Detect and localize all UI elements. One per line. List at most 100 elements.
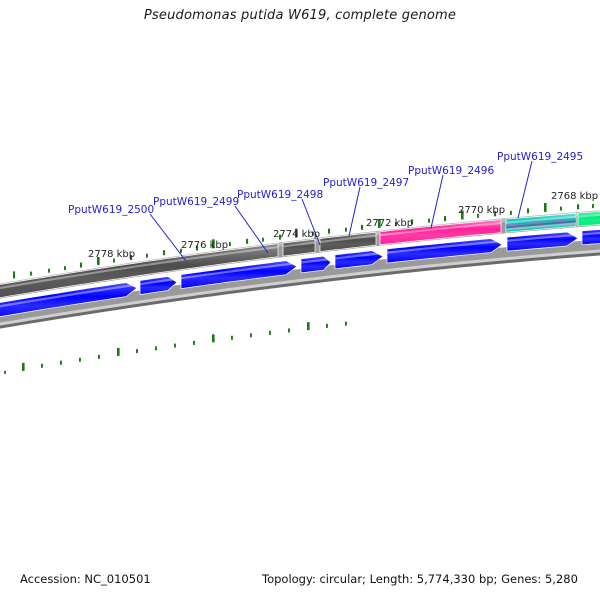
tick-upper-2 [48, 268, 50, 273]
gene-label-pputw619-2495[interactable]: PputW619_2495 [497, 151, 584, 163]
tick-upper-22 [378, 218, 381, 228]
tick-lower-13 [250, 333, 252, 338]
tick-upper-3 [64, 266, 66, 271]
tick-upper-4 [80, 262, 83, 268]
tick-upper-15 [262, 237, 264, 242]
tick-lower-17 [326, 323, 328, 328]
gene-arrow-blue-1-highlight [0, 283, 137, 308]
tick-upper-17 [295, 228, 298, 238]
gene-arrow-blue-2[interactable] [139, 276, 178, 295]
tick-lower-16 [307, 322, 310, 331]
tick-upper-10 [180, 248, 182, 253]
teal-stripe-2 [506, 222, 576, 231]
gene-label-pputw619-2500[interactable]: PputW619_2500 [68, 204, 155, 216]
tick-upper-31 [527, 208, 530, 214]
feature-green-1[interactable] [577, 210, 600, 227]
kbp-label-2776: 2776 kbp [181, 240, 229, 251]
tick-lower-11 [212, 334, 215, 343]
gc-skew-ticks-upper [13, 202, 594, 279]
tick-upper-20 [345, 227, 347, 232]
tick-upper-27 [461, 210, 464, 220]
tick-lower-7 [136, 349, 138, 354]
label-leader-lines [149, 160, 533, 262]
forward-strand-features [0, 210, 600, 301]
kbp-label-2774: 2774 kbp [273, 229, 321, 240]
gene-arrow-blue-8-highlight [582, 232, 600, 236]
gene-label-pputw619-2499[interactable]: PputW619_2499 [153, 196, 240, 208]
gene-arrow-blue-6[interactable] [386, 238, 503, 264]
tick-lower-1 [22, 362, 25, 371]
feature-gray-1-highlight [0, 246, 278, 290]
feature-pink-1-highlight [380, 222, 501, 237]
tick-lower-10 [193, 340, 195, 345]
gene-arrow-blue-7[interactable] [506, 231, 579, 252]
tick-upper-35 [592, 204, 594, 209]
gene-label-pputw619-2499-leader [234, 205, 269, 254]
accession-text: Accession: NC_010501 [20, 572, 151, 586]
tick-upper-12 [212, 239, 215, 249]
feature-gray-3[interactable] [319, 231, 377, 252]
tick-upper-21 [361, 224, 364, 230]
kbp-label-2768: 2768 kbp [551, 191, 599, 202]
tick-upper-18 [312, 231, 314, 236]
tick-upper-1 [30, 271, 32, 276]
gene-arrow-blue-5-highlight [335, 251, 383, 260]
tick-lower-15 [288, 328, 290, 333]
gene-arrow-blue-1[interactable] [0, 282, 138, 320]
gene-label-pputw619-2498-leader [301, 198, 321, 246]
feature-gray-2[interactable] [282, 238, 316, 257]
gene-label-pputw619-2496[interactable]: PputW619_2496 [408, 165, 495, 177]
tick-upper-0 [13, 271, 16, 279]
gene-label-pputw619-2498[interactable]: PputW619_2498 [237, 189, 324, 201]
feature-teal-1-highlight [506, 215, 576, 224]
tick-lower-2 [41, 363, 43, 368]
gc-skew-ticks-lower [4, 321, 347, 374]
kbp-label-2778: 2778 kbp [88, 249, 136, 260]
tick-lower-12 [231, 335, 233, 340]
tick-upper-34 [577, 204, 580, 210]
tick-lower-3 [60, 360, 62, 365]
tick-lower-4 [79, 357, 81, 362]
tick-lower-5 [98, 354, 100, 359]
feature-green-1-highlight [578, 213, 600, 218]
tick-upper-13 [229, 242, 231, 247]
kbp-label-2770: 2770 kbp [458, 205, 506, 216]
tick-upper-19 [328, 228, 331, 234]
reverse-strand-features [0, 229, 600, 320]
gene-arrow-blue-2-highlight [140, 277, 177, 286]
tick-lower-6 [117, 347, 120, 356]
feature-gray-2-highlight [283, 241, 315, 248]
gene-arrow-blue-7-highlight [507, 233, 578, 242]
tick-lower-0 [4, 370, 6, 374]
kbp-label-2772: 2772 kbp [366, 218, 414, 229]
gene-arrow-blue-3[interactable] [180, 260, 298, 289]
feature-gray-1[interactable] [0, 243, 279, 301]
gene-arrow-blue-8[interactable] [581, 229, 600, 246]
tick-upper-25 [428, 218, 430, 223]
gene-label-pputw619-2496-leader [430, 174, 444, 229]
gene-arrow-blue-4-highlight [301, 257, 331, 264]
tick-upper-9 [163, 250, 166, 256]
genome-stats-text: Topology: circular; Length: 5,774,330 bp… [262, 572, 578, 586]
feature-pink-1[interactable] [379, 219, 502, 246]
gene-arrow-blue-4[interactable] [300, 255, 332, 274]
tick-upper-16 [279, 234, 282, 240]
tick-upper-7 [130, 254, 133, 260]
backbone-reverse-strand [0, 239, 600, 327]
page-title: Pseudomonas putida W619, complete genome [143, 8, 457, 23]
tick-upper-24 [411, 219, 414, 225]
gene-arrow-blue-5[interactable] [334, 250, 384, 270]
tick-lower-18 [345, 321, 347, 326]
tick-upper-29 [494, 211, 497, 217]
tick-upper-6 [113, 258, 115, 263]
tick-upper-14 [246, 238, 249, 244]
tick-upper-8 [146, 253, 148, 258]
tick-upper-26 [444, 216, 447, 222]
tick-lower-14 [269, 330, 271, 335]
tick-lower-9 [174, 343, 176, 348]
teal-stripe-0 [506, 218, 576, 226]
tick-upper-28 [477, 213, 479, 218]
gene-label-pputw619-2497[interactable]: PputW619_2497 [323, 177, 410, 189]
gene-label-pputw619-2495-leader [517, 160, 533, 219]
